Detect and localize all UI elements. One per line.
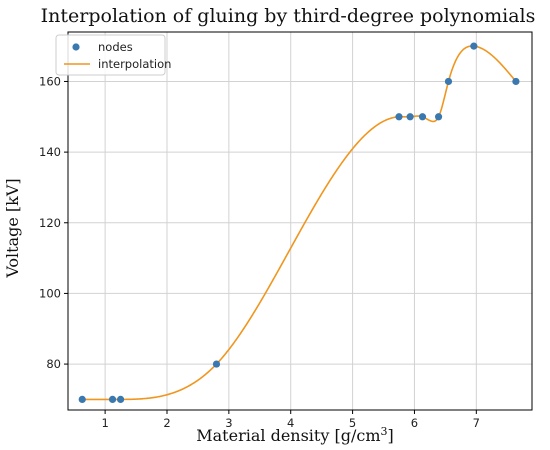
- x-tick-label: 3: [225, 416, 232, 430]
- x-tick-label: 7: [473, 416, 480, 430]
- chart-title: Interpolation of gluing by third-degree …: [41, 5, 536, 27]
- legend: nodes interpolation: [55, 34, 171, 76]
- legend-nodes-label: nodes: [98, 40, 133, 54]
- ticks: 1 2 3 4 5 6 7 80 100 120 140 160: [39, 74, 480, 430]
- y-tick-label: 120: [39, 216, 61, 230]
- plot-area: [78, 42, 520, 404]
- x-axis-label: Material density [g/cm3]: [196, 425, 393, 445]
- node-point: [395, 113, 403, 121]
- node-point: [108, 395, 117, 404]
- x-tick-label: 1: [101, 416, 108, 430]
- node-point: [512, 77, 520, 86]
- plot-frame: [67, 31, 533, 411]
- x-tick-label: 6: [411, 416, 418, 430]
- legend-nodes-marker: [72, 43, 80, 51]
- node-point: [78, 395, 86, 404]
- interpolation-line: [82, 45, 517, 401]
- node-point: [444, 77, 453, 86]
- node-point: [116, 395, 125, 404]
- grid: [68, 32, 532, 410]
- axes: [67, 31, 533, 411]
- y-tick-label: 100: [39, 286, 61, 300]
- x-tick-label: 2: [163, 416, 170, 430]
- x-axis-label-base: Material density [g/cm: [196, 426, 380, 445]
- y-tick-label: 80: [46, 357, 61, 371]
- y-tick-label: 160: [39, 74, 61, 88]
- legend-box: [55, 34, 166, 76]
- legend-interpolation-label: interpolation: [98, 57, 171, 71]
- x-axis-label-superscript: 3: [380, 425, 387, 438]
- node-point: [212, 360, 221, 368]
- node-point: [406, 113, 414, 121]
- x-tick-label: 4: [287, 416, 294, 430]
- node-point: [434, 113, 443, 121]
- y-tick-label: 140: [39, 145, 61, 159]
- node-point: [418, 113, 427, 121]
- x-axis-label-end: ]: [387, 426, 393, 445]
- y-axis-label: Voltage [kV]: [3, 178, 22, 278]
- x-tick-label: 5: [349, 416, 356, 430]
- node-point: [470, 42, 478, 50]
